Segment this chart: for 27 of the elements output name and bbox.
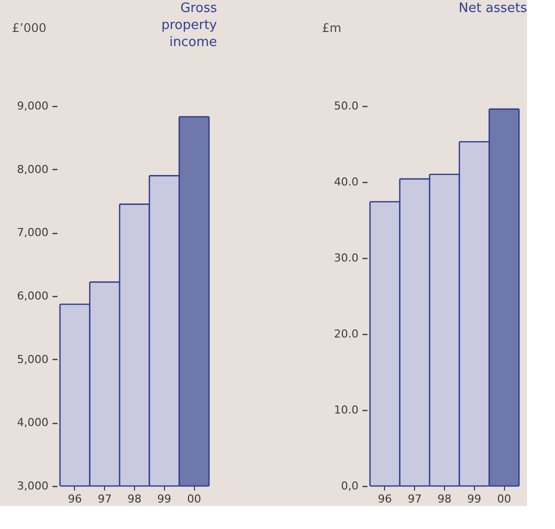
x-tick-label: 97 <box>98 492 112 506</box>
y-tick-label: 20.0 <box>334 328 358 340</box>
chart-title: Gross property income <box>161 1 218 50</box>
x-tick-label: 98 <box>128 492 142 506</box>
y-axis-title: £’000 <box>12 21 46 35</box>
y-tick-label: 6,000 <box>17 290 48 302</box>
y-tick-label: 7,000 <box>17 226 48 240</box>
y-tick-label: 10.0 <box>334 404 358 416</box>
x-tick-label: 97 <box>408 492 422 506</box>
x-tick-label: 99 <box>467 492 482 506</box>
y-tick-label: 5,000 <box>17 352 48 366</box>
y-tick-label: 4,000 <box>17 416 48 430</box>
y-tick-label: 30.0 <box>334 252 358 264</box>
y-tick-label: 9,000 <box>17 100 48 112</box>
x-tick-label: 00 <box>497 492 512 506</box>
y-tick-label: 40.0 <box>334 176 358 188</box>
y-axis-title: £m <box>322 21 342 35</box>
x-tick-label: 96 <box>378 492 392 506</box>
y-tick-label: 50.0 <box>334 100 358 112</box>
x-tick-label: 96 <box>68 492 82 506</box>
y-tick-label: 8,000 <box>17 162 48 176</box>
y-tick-label: 0,0 <box>341 480 358 492</box>
y-tick-label: 3,000 <box>17 480 48 492</box>
x-tick-label: 99 <box>157 492 172 506</box>
chart-title: Net assets <box>458 1 528 16</box>
x-tick-label: 98 <box>438 492 452 506</box>
x-tick-label: 00 <box>187 492 202 506</box>
